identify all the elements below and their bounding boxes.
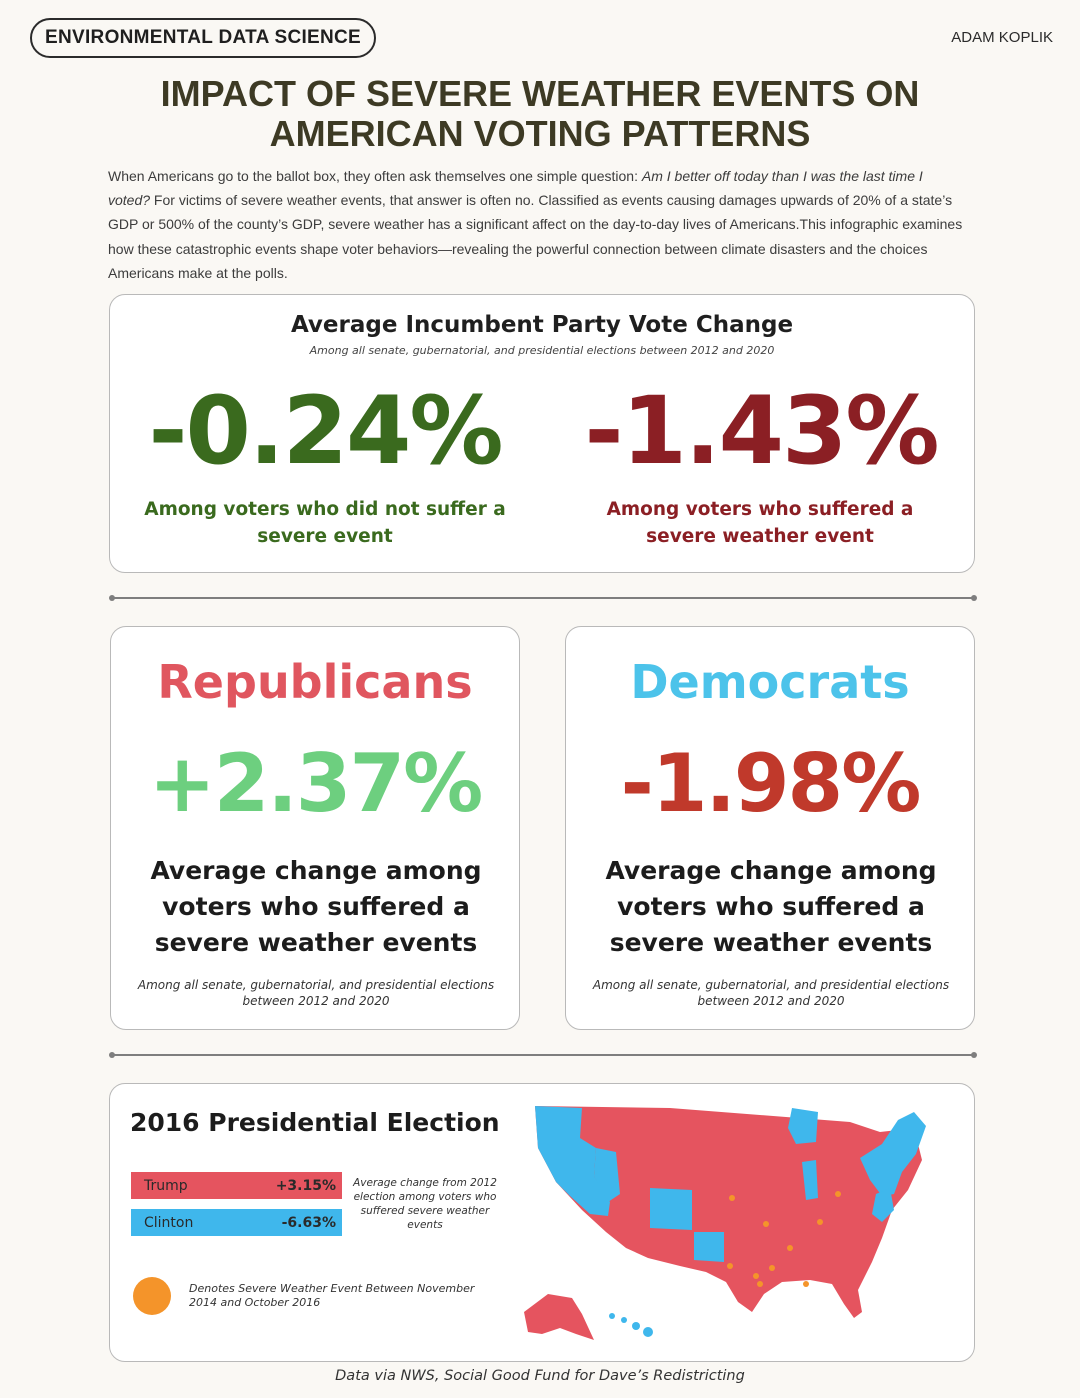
democrats-value: -1.98% bbox=[620, 737, 922, 830]
trump-bar: Trump +3.15% bbox=[131, 1172, 342, 1199]
divider bbox=[109, 1052, 977, 1058]
republicans-description: Average change among voters who suffered… bbox=[150, 856, 482, 957]
trump-label: Trump bbox=[144, 1177, 188, 1194]
mainland-blue bbox=[535, 1106, 926, 1262]
hawaii bbox=[609, 1313, 653, 1337]
event-value: -1.43% bbox=[584, 377, 939, 486]
democrats-heading: Democrats bbox=[630, 655, 910, 709]
author-name: ADAM KOPLIK bbox=[951, 29, 1053, 46]
title-line-1: IMPACT OF SEVERE WEATHER EVENTS ON bbox=[160, 73, 920, 114]
alaska bbox=[524, 1294, 594, 1340]
democrats-note: Among all senate, gubernatorial, and pre… bbox=[592, 978, 950, 1008]
section-badge: ENVIRONMENTAL DATA SCIENCE bbox=[30, 18, 377, 58]
incumbent-subtitle: Among all senate, gubernatorial, and pre… bbox=[309, 344, 775, 357]
clinton-bar: Clinton -6.63% bbox=[131, 1209, 342, 1236]
election-2016-card: 2016 Presidential Election Trump +3.15% … bbox=[109, 1083, 975, 1362]
democrats-card: Democrats -1.98% Average change among vo… bbox=[565, 626, 975, 1030]
incumbent-change-card: Average Incumbent Party Vote Change Amon… bbox=[109, 294, 975, 573]
us-election-map bbox=[524, 1106, 926, 1340]
democrats-description: Average change among voters who suffered… bbox=[605, 856, 937, 957]
clinton-label: Clinton bbox=[144, 1214, 194, 1231]
intro-text-1: When Americans go to the ballot box, the… bbox=[108, 168, 642, 184]
title-line-2: AMERICAN VOTING PATTERNS bbox=[269, 113, 811, 154]
divider bbox=[109, 595, 977, 601]
no-event-caption: Among voters who did not suffer a severe… bbox=[144, 499, 506, 547]
page-title: IMPACT OF SEVERE WEATHER EVENTS ON AMERI… bbox=[0, 74, 1080, 154]
clinton-value: -6.63% bbox=[281, 1214, 336, 1231]
incumbent-title: Average Incumbent Party Vote Change bbox=[290, 312, 794, 338]
republicans-card: Republicans +2.37% Average change among … bbox=[110, 626, 520, 1030]
bar-note: Average change from 2012 election among … bbox=[353, 1177, 497, 1231]
event-caption: Among voters who suffered a severe weath… bbox=[606, 499, 914, 547]
data-source: Data via NWS, Social Good Fund for Dave’… bbox=[335, 1368, 745, 1384]
republicans-heading: Republicans bbox=[157, 655, 473, 709]
severe-event-dot-icon bbox=[133, 1277, 171, 1315]
mainland-red bbox=[535, 1106, 922, 1318]
intro-text-2: For victims of severe weather events, th… bbox=[108, 192, 963, 281]
intro-question: Am I better off today than I was the las… bbox=[108, 168, 923, 209]
no-event-value: -0.24% bbox=[148, 377, 503, 486]
election-title: 2016 Presidential Election bbox=[130, 1108, 500, 1137]
severe-event-dots bbox=[727, 1191, 841, 1287]
republicans-value: +2.37% bbox=[148, 737, 484, 830]
republicans-note: Among all senate, gubernatorial, and pre… bbox=[137, 978, 495, 1008]
trump-value: +3.15% bbox=[275, 1177, 336, 1194]
legend-note: Denotes Severe Weather Event Between Nov… bbox=[189, 1282, 475, 1309]
intro-paragraph: When Americans go to the ballot box, the… bbox=[108, 164, 968, 285]
